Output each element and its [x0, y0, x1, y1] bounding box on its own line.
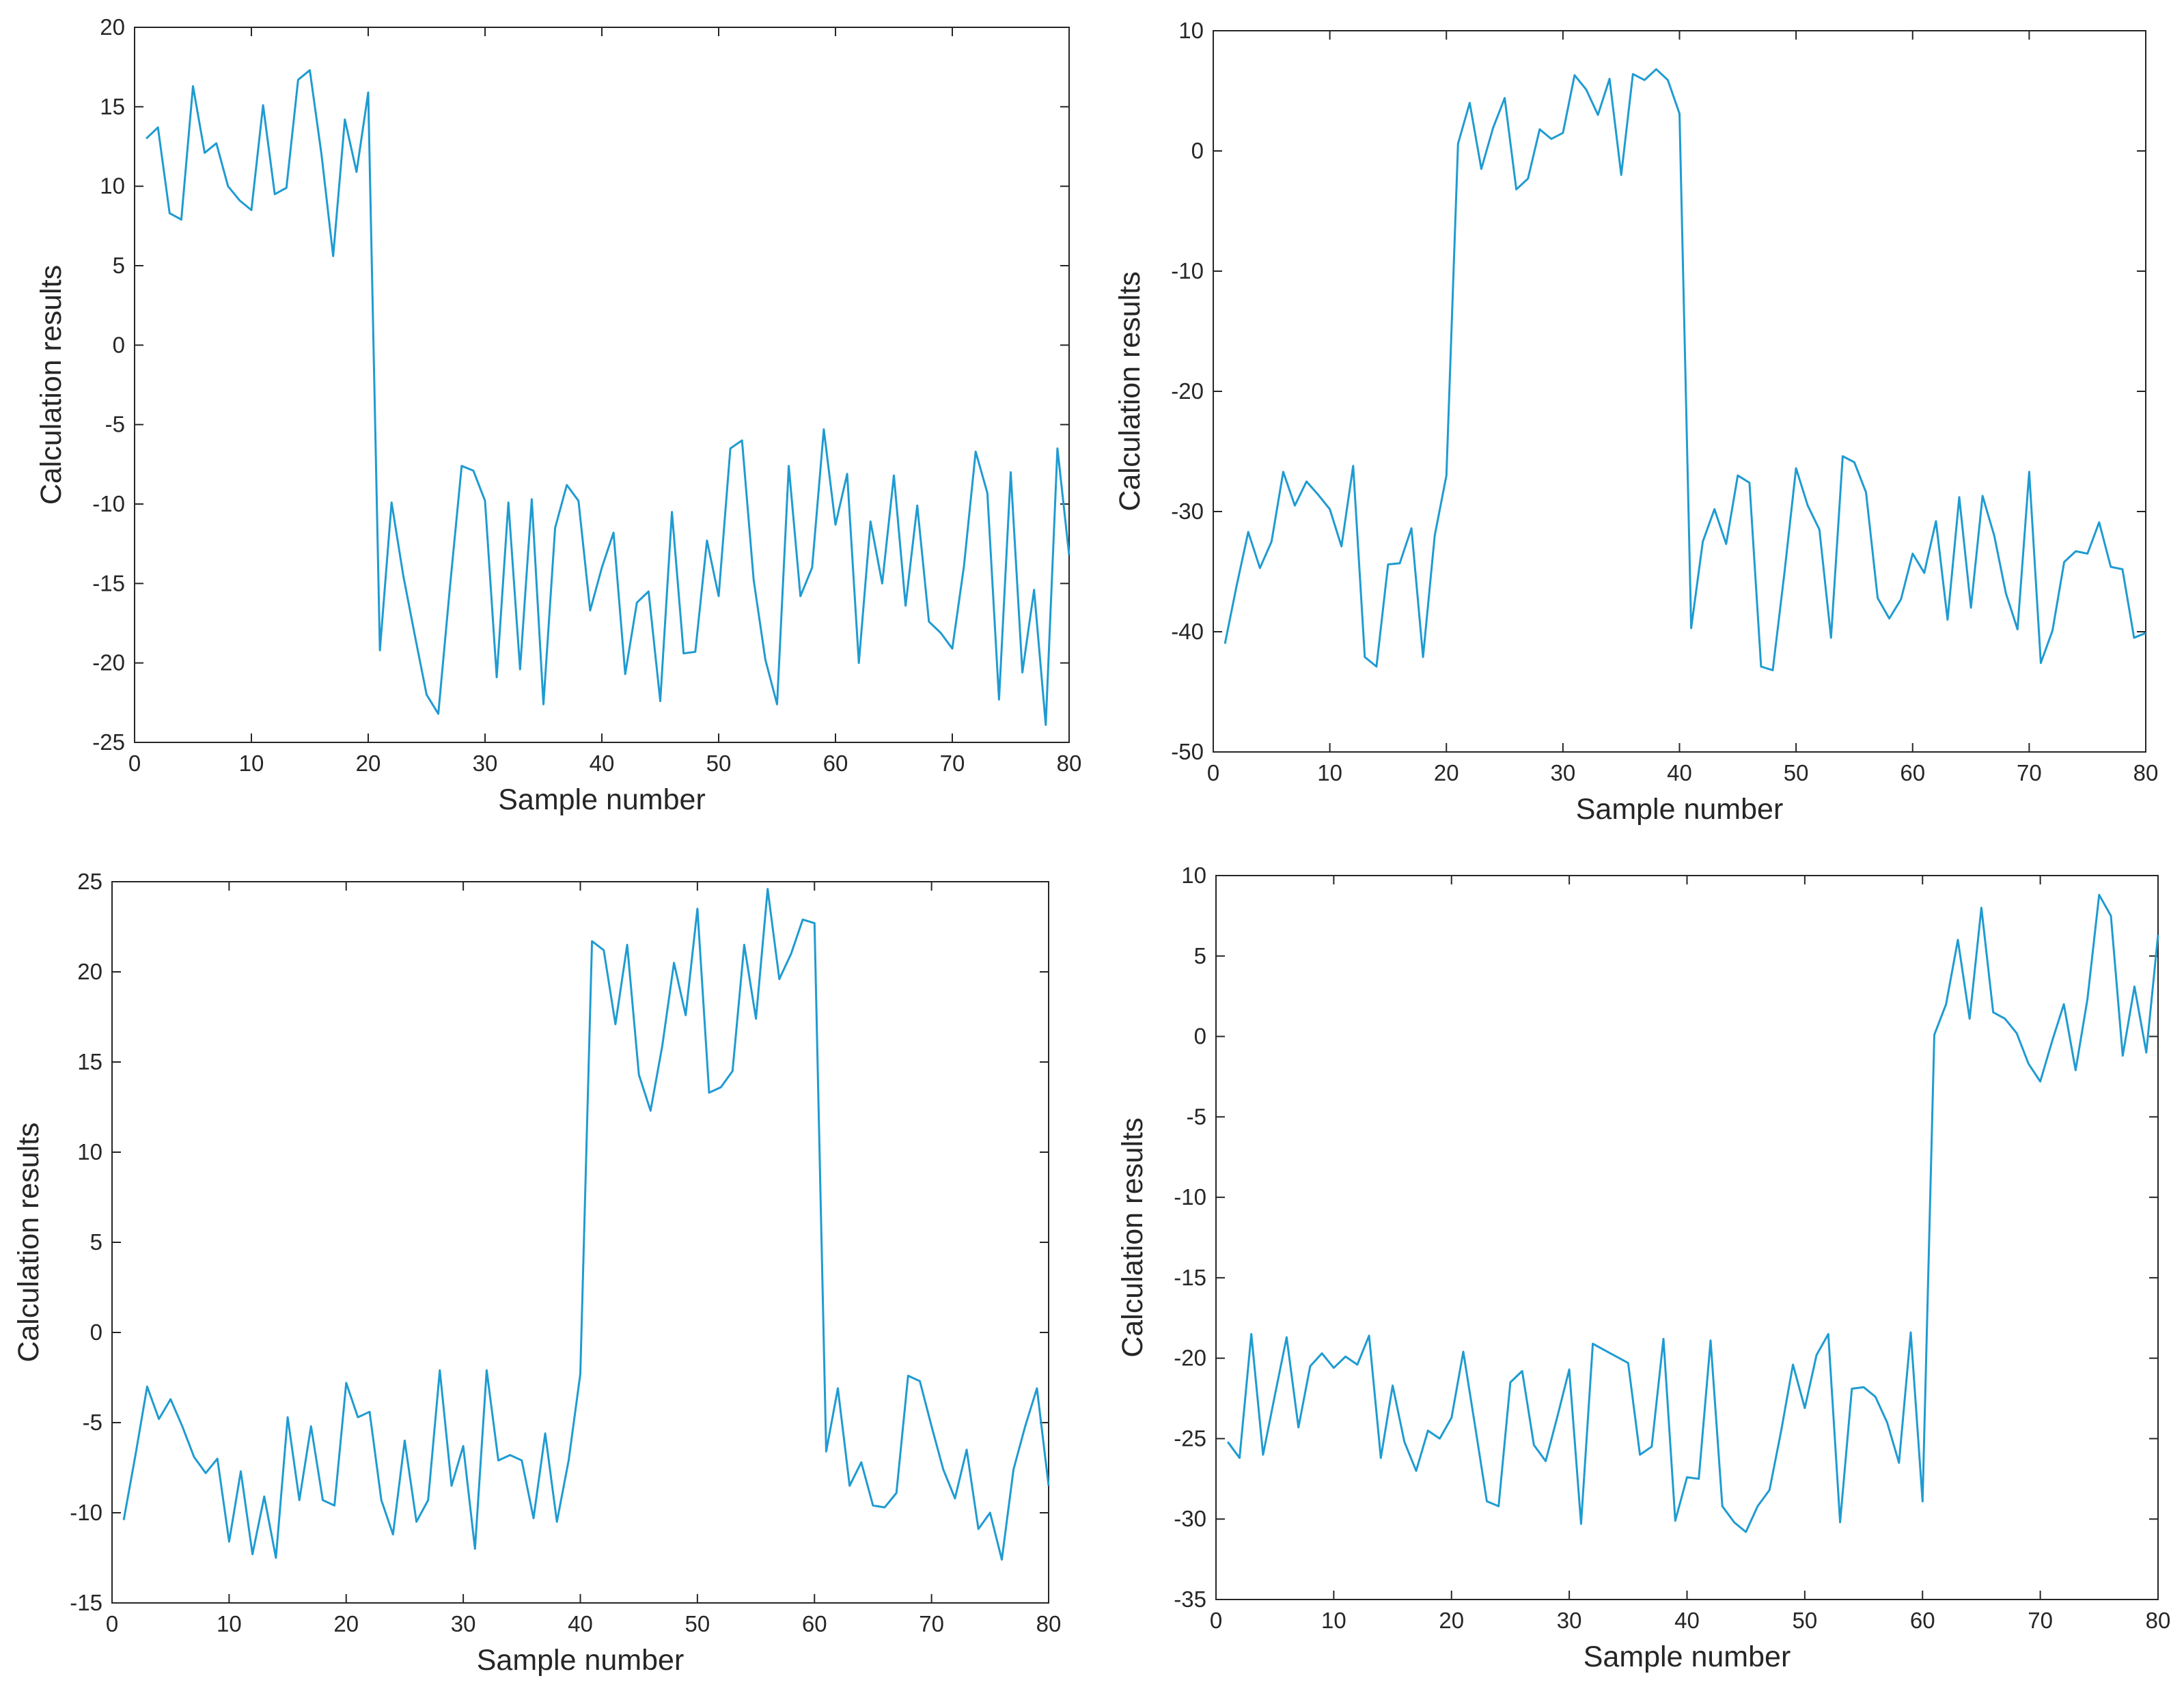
- x-tick-label: 0: [1207, 760, 1219, 785]
- x-tick-label: 50: [1793, 1608, 1818, 1633]
- x-axis-label: Sample number: [1576, 793, 1784, 826]
- x-tick-label: 30: [1551, 760, 1576, 785]
- chart-svg-bottom-left: 0 10 20 30 40 50 60 70 80 -15 -10 -5 0 5 10 15 20 25 Sampl…: [12, 869, 1062, 1677]
- x-tick-label: 50: [685, 1611, 710, 1636]
- x-tick-label: 80: [2133, 760, 2159, 785]
- x-tick-label: 0: [106, 1611, 118, 1636]
- y-tick-label: -30: [1171, 499, 1204, 524]
- chart-panel-bottom-left: 0 10 20 30 40 50 60 70 80 -15 -10 -5 0 5 10 15 20 25 Sampl…: [0, 852, 1092, 1704]
- y-tick-label: -10: [1171, 258, 1204, 283]
- x-tick-label: 80: [2146, 1608, 2171, 1633]
- x-axis-label: Sample number: [1584, 1640, 1791, 1673]
- y-tick-label: 15: [77, 1049, 102, 1074]
- y-tick-label: 10: [77, 1139, 102, 1164]
- y-tick-label: 0: [1191, 138, 1204, 163]
- x-tick-label: 10: [239, 751, 264, 776]
- y-tick-label: 5: [90, 1229, 102, 1255]
- x-tick-label: 30: [1557, 1608, 1582, 1633]
- x-tick-label: 10: [1321, 1608, 1346, 1633]
- y-tick-label: 5: [113, 253, 125, 278]
- x-tick-label: 60: [1910, 1608, 1935, 1633]
- y-tick-label: -30: [1174, 1506, 1206, 1531]
- chart-svg-top-left: 0 10 20 30 40 50 60 70 80 -25 -20 -15 -10 -5 0 5 10 15 20 S…: [35, 14, 1082, 816]
- y-tick-label: -10: [1174, 1184, 1206, 1210]
- x-tick-label: 0: [1210, 1608, 1222, 1633]
- x-tick-label: 30: [473, 751, 498, 776]
- x-tick-label: 60: [802, 1611, 827, 1636]
- x-tick-label: 20: [1434, 760, 1459, 785]
- x-tick-label: 70: [919, 1611, 944, 1636]
- y-tick-label: -15: [70, 1590, 102, 1615]
- plot-frame-top-left: [134, 27, 1070, 743]
- y-axis-label: Calculation results: [35, 265, 68, 505]
- y-tick-label: -50: [1171, 739, 1204, 764]
- plot-frame-bottom-left: [111, 881, 1049, 1604]
- y-tick-label: -15: [92, 570, 125, 596]
- x-axis-label: Sample number: [498, 783, 706, 816]
- series-line: [1224, 68, 2146, 671]
- y-tick-label: -40: [1171, 619, 1204, 644]
- x-tick-label: 40: [1674, 1608, 1700, 1633]
- y-tick-label: -10: [70, 1500, 102, 1525]
- y-tick-label: 20: [77, 959, 102, 984]
- y-tick-label: 15: [100, 94, 125, 119]
- chart-panel-top-left: 0 10 20 30 40 50 60 70 80 -25 -20 -15 -10 -5 0 5 10 15 20 S…: [0, 0, 1092, 852]
- y-tick-label: -20: [92, 650, 125, 675]
- x-tick-label: 50: [706, 751, 732, 776]
- x-tick-label: 40: [590, 751, 615, 776]
- chart-panel-bottom-right: 0 10 20 30 40 50 60 70 80 -35 -30 -25 -20 -15 -10 -5 0 5 1…: [1092, 852, 2184, 1704]
- x-tick-label: 20: [1439, 1608, 1464, 1633]
- x-tick-label: 20: [333, 1611, 359, 1636]
- y-tick-label: -20: [1171, 378, 1204, 404]
- x-tick-label: 50: [1784, 760, 1809, 785]
- x-tick-label: 80: [1057, 751, 1082, 776]
- y-tick-label: -5: [105, 412, 125, 437]
- chart-panel-top-right: 0 10 20 30 40 50 60 70 80 -50 -40 -30 -20 -10 0 10 Sampl…: [1092, 0, 2184, 852]
- x-tick-label: 60: [823, 751, 848, 776]
- y-tick-label: -5: [1187, 1104, 1206, 1129]
- x-tick-label: 70: [940, 751, 965, 776]
- y-tick-label: 0: [113, 332, 125, 357]
- y-tick-label: -5: [83, 1410, 102, 1435]
- y-tick-label: -15: [1174, 1265, 1206, 1290]
- x-tick-label: 70: [2017, 760, 2042, 785]
- x-tick-label: 80: [1036, 1611, 1062, 1636]
- y-tick-label: 10: [1178, 18, 1204, 43]
- y-axis-label: Calculation results: [1114, 271, 1146, 511]
- x-tick-label: 40: [1667, 760, 1692, 785]
- x-tick-label: 40: [568, 1611, 593, 1636]
- y-tick-label: 10: [100, 173, 125, 199]
- y-tick-label: 25: [77, 869, 102, 894]
- y-tick-label: 0: [90, 1319, 102, 1345]
- x-tick-label: 60: [1900, 760, 1925, 785]
- x-tick-label: 10: [217, 1611, 242, 1636]
- y-tick-label: 10: [1181, 863, 1206, 888]
- y-tick-label: 20: [100, 14, 125, 40]
- x-tick-label: 70: [2028, 1608, 2053, 1633]
- x-tick-label: 0: [128, 751, 141, 776]
- x-tick-label: 30: [451, 1611, 476, 1636]
- y-tick-label: -10: [92, 491, 125, 516]
- series-line: [1226, 893, 2159, 1533]
- y-tick-label: -25: [92, 729, 125, 755]
- x-tick-label: 10: [1317, 760, 1342, 785]
- y-axis-label: Calculation results: [1116, 1117, 1149, 1357]
- chart-svg-top-right: 0 10 20 30 40 50 60 70 80 -50 -40 -30 -20 -10 0 10 Sampl…: [1114, 18, 2159, 826]
- y-tick-label: 0: [1194, 1024, 1206, 1049]
- y-axis-label: Calculation results: [12, 1122, 45, 1362]
- series-line: [122, 888, 1050, 1561]
- x-tick-label: 20: [356, 751, 381, 776]
- y-tick-label: -35: [1174, 1587, 1206, 1612]
- y-tick-label: -20: [1174, 1345, 1206, 1371]
- plot-frame-bottom-right: [1215, 875, 2159, 1600]
- series-line: [146, 69, 1070, 726]
- y-tick-label: 5: [1194, 943, 1206, 968]
- y-tick-label: -25: [1174, 1425, 1206, 1451]
- chart-svg-bottom-right: 0 10 20 30 40 50 60 70 80 -35 -30 -25 -20 -15 -10 -5 0 5 1…: [1116, 863, 2171, 1673]
- x-axis-label: Sample number: [477, 1644, 685, 1677]
